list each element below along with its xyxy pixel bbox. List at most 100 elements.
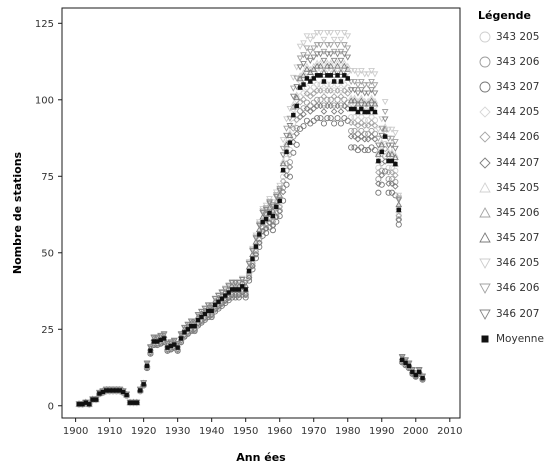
station-point <box>310 105 317 112</box>
legend-marker-icon <box>479 56 491 68</box>
station-point <box>293 116 300 124</box>
mean-point <box>301 82 306 87</box>
station-point <box>266 196 273 203</box>
station-point <box>279 137 287 144</box>
station-point <box>320 36 328 43</box>
station-point <box>341 81 348 88</box>
station-point <box>354 97 362 104</box>
station-point <box>344 45 352 52</box>
station-point <box>279 145 287 152</box>
station-point <box>334 62 341 69</box>
station-point <box>320 93 328 100</box>
station-point <box>272 194 280 201</box>
station-point <box>303 54 311 61</box>
station-point <box>276 185 284 192</box>
station-point <box>371 82 379 89</box>
station-point <box>347 97 355 104</box>
station-point <box>201 305 209 312</box>
station-point <box>323 59 331 66</box>
mean-point <box>93 397 99 402</box>
station-point <box>289 85 297 92</box>
station-point <box>317 51 324 58</box>
mean-point <box>365 109 371 115</box>
station-point <box>347 78 355 86</box>
legend-label: 343 207 <box>496 80 540 93</box>
station-point <box>337 108 345 115</box>
station-point <box>392 183 399 190</box>
station-point <box>327 51 335 58</box>
x-tick-label: 2010 <box>437 426 462 437</box>
mean-point <box>267 210 272 216</box>
x-tick-label: 1980 <box>335 426 360 437</box>
station-point <box>279 177 287 185</box>
mean-point <box>226 290 231 295</box>
mean-point <box>287 140 293 145</box>
mean-point <box>172 342 177 347</box>
station-point <box>317 42 324 49</box>
station-point <box>276 187 284 194</box>
station-point <box>303 33 311 40</box>
station-point <box>300 96 307 103</box>
station-point <box>317 102 324 110</box>
mean-point <box>178 336 184 341</box>
station-point <box>351 94 358 101</box>
mean-point <box>161 336 167 341</box>
station-point <box>347 67 355 75</box>
legend: Légende 343 205 343 206 343 207 344 205 344 … <box>478 8 552 351</box>
station-point <box>272 192 280 199</box>
legend-marker-icon <box>479 284 491 295</box>
station-point <box>334 42 341 49</box>
legend-marker-icon <box>479 232 491 243</box>
station-point <box>300 40 307 47</box>
mean-point <box>386 158 391 164</box>
mean-point <box>314 73 320 78</box>
mean-point <box>206 308 211 314</box>
y-tick-label: 50 <box>41 248 54 259</box>
station-point <box>334 59 341 66</box>
legend-label: 345 207 <box>496 232 540 245</box>
station-point <box>249 250 256 257</box>
station-point <box>364 135 372 143</box>
mean-point <box>338 79 344 84</box>
station-point <box>211 296 219 303</box>
station-point <box>382 168 389 175</box>
station-point <box>317 29 324 37</box>
station-point <box>361 100 369 107</box>
mean-point <box>212 302 218 307</box>
station-point <box>286 123 294 130</box>
station-point <box>364 97 372 104</box>
station-point <box>242 280 250 287</box>
station-point <box>300 105 307 112</box>
mean-point <box>335 73 340 78</box>
legend-item: 346 207 <box>478 301 552 326</box>
legend-label: 344 206 <box>496 131 540 144</box>
station-point <box>358 119 365 126</box>
station-point <box>351 133 358 140</box>
station-point <box>313 51 321 58</box>
station-point <box>378 116 386 123</box>
station-point <box>296 113 304 121</box>
legend-marker <box>479 81 491 93</box>
station-point <box>358 133 365 140</box>
station-point <box>371 97 379 104</box>
station-point <box>293 75 301 82</box>
mean-point <box>240 284 245 289</box>
mean-point <box>253 244 259 249</box>
station-point <box>331 87 338 94</box>
station-point <box>395 201 403 208</box>
station-point <box>374 142 382 149</box>
station-point <box>368 119 375 126</box>
mean-point <box>328 73 333 78</box>
station-point <box>317 96 324 103</box>
x-tick-label: 1910 <box>97 426 122 437</box>
mean-point <box>148 348 153 353</box>
mean-point <box>107 388 112 393</box>
station-point <box>160 331 168 338</box>
station-point <box>310 62 318 69</box>
station-point <box>340 62 348 69</box>
y-tick-label: 75 <box>41 172 54 183</box>
station-point <box>320 68 328 75</box>
station-point <box>368 94 375 101</box>
mean-point <box>233 287 238 292</box>
station-point <box>255 221 263 228</box>
